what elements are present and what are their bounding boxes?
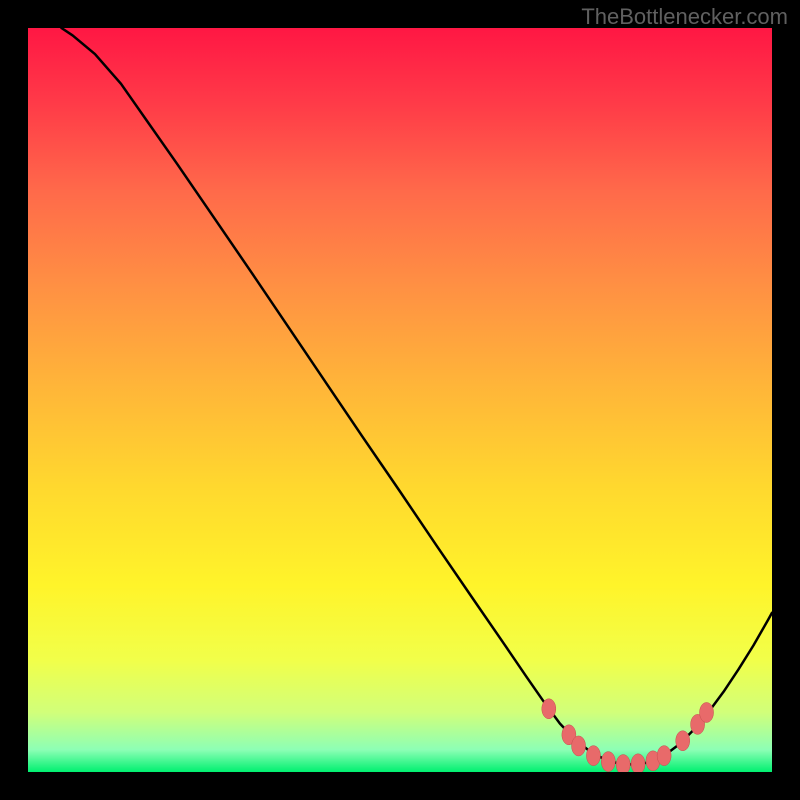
chart-svg <box>28 28 772 772</box>
watermark-text: TheBottlenecker.com <box>581 4 788 30</box>
chart-plot-area <box>28 28 772 772</box>
